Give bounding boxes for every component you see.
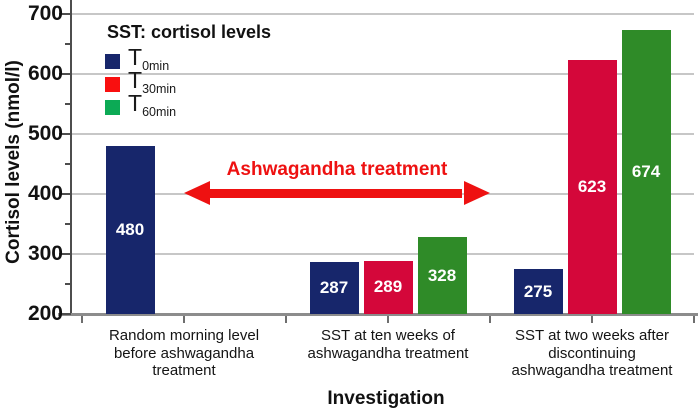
bar — [417, 237, 467, 314]
x-tick — [489, 316, 491, 323]
y-tick — [59, 193, 71, 195]
x-axis-title: Investigation — [327, 388, 445, 409]
category-label: Random morning level before ashwagandha … — [108, 327, 260, 379]
gridline — [72, 13, 694, 15]
x-tick — [285, 316, 287, 323]
annotation-text: Ashwagandha treatment — [226, 159, 448, 180]
y-minor-tick — [65, 163, 71, 165]
y-minor-tick — [65, 223, 71, 225]
y-tick-label: 700 — [27, 2, 63, 25]
bar-value-label: 275 — [523, 281, 553, 301]
legend-color-swatch-icon — [105, 54, 120, 69]
y-tick — [59, 253, 71, 255]
x-tick — [693, 316, 695, 323]
arrow-left-head-icon — [184, 181, 210, 205]
y-axis-line — [70, 0, 72, 316]
legend: SST: cortisol levels T0min T30min T60min — [105, 22, 271, 119]
x-tick — [183, 316, 185, 323]
bar-value-label: 328 — [427, 265, 457, 285]
legend-title: SST: cortisol levels — [107, 22, 272, 42]
legend-color-swatch-icon — [105, 100, 120, 115]
arrow-right-head-icon — [464, 181, 490, 205]
legend-item: T30min — [105, 68, 271, 96]
bar — [309, 261, 359, 314]
x-tick — [387, 316, 389, 323]
gridline — [72, 253, 694, 255]
x-tick — [591, 316, 593, 323]
bar-value-label: 287 — [319, 277, 349, 297]
bar — [513, 269, 563, 314]
y-tick-label: 300 — [27, 242, 63, 265]
bar-value-label: 480 — [115, 220, 145, 239]
y-tick-label: 600 — [27, 62, 63, 85]
bar-value-label: 289 — [373, 277, 403, 297]
gridline — [72, 73, 694, 75]
y-tick-label: 500 — [27, 122, 63, 145]
y-tick-label: 400 — [27, 182, 63, 205]
x-axis-line — [58, 313, 698, 316]
y-tick — [59, 133, 71, 135]
x-tick — [81, 316, 83, 323]
bar — [621, 29, 671, 314]
bar-value-label: 623 — [577, 177, 607, 197]
y-minor-tick — [65, 283, 71, 285]
y-minor-tick — [65, 103, 71, 105]
legend-item-label: T0min — [128, 43, 170, 73]
double-arrow-icon — [208, 189, 462, 198]
y-tick — [59, 73, 71, 75]
bar — [363, 260, 413, 314]
legend-item-label: T30min — [128, 66, 177, 96]
y-tick — [59, 313, 71, 315]
gridline — [72, 133, 694, 135]
bar — [567, 60, 617, 314]
legend-item-label: T60min — [128, 89, 177, 119]
y-tick-label: 200 — [27, 302, 63, 325]
legend-item: T0min — [105, 45, 271, 73]
bar-value-label: 674 — [631, 161, 661, 181]
y-tick — [59, 13, 71, 15]
bar — [105, 146, 155, 314]
category-label: SST at ten weeks of ashwagandha treatmen… — [307, 327, 469, 362]
y-minor-tick — [65, 43, 71, 45]
legend-items: T0min T30min T60min — [105, 45, 271, 119]
category-label: SST at two weeks after discontinuing ash… — [511, 327, 673, 379]
legend-color-swatch-icon — [105, 77, 120, 92]
legend-item: T60min — [105, 91, 271, 119]
